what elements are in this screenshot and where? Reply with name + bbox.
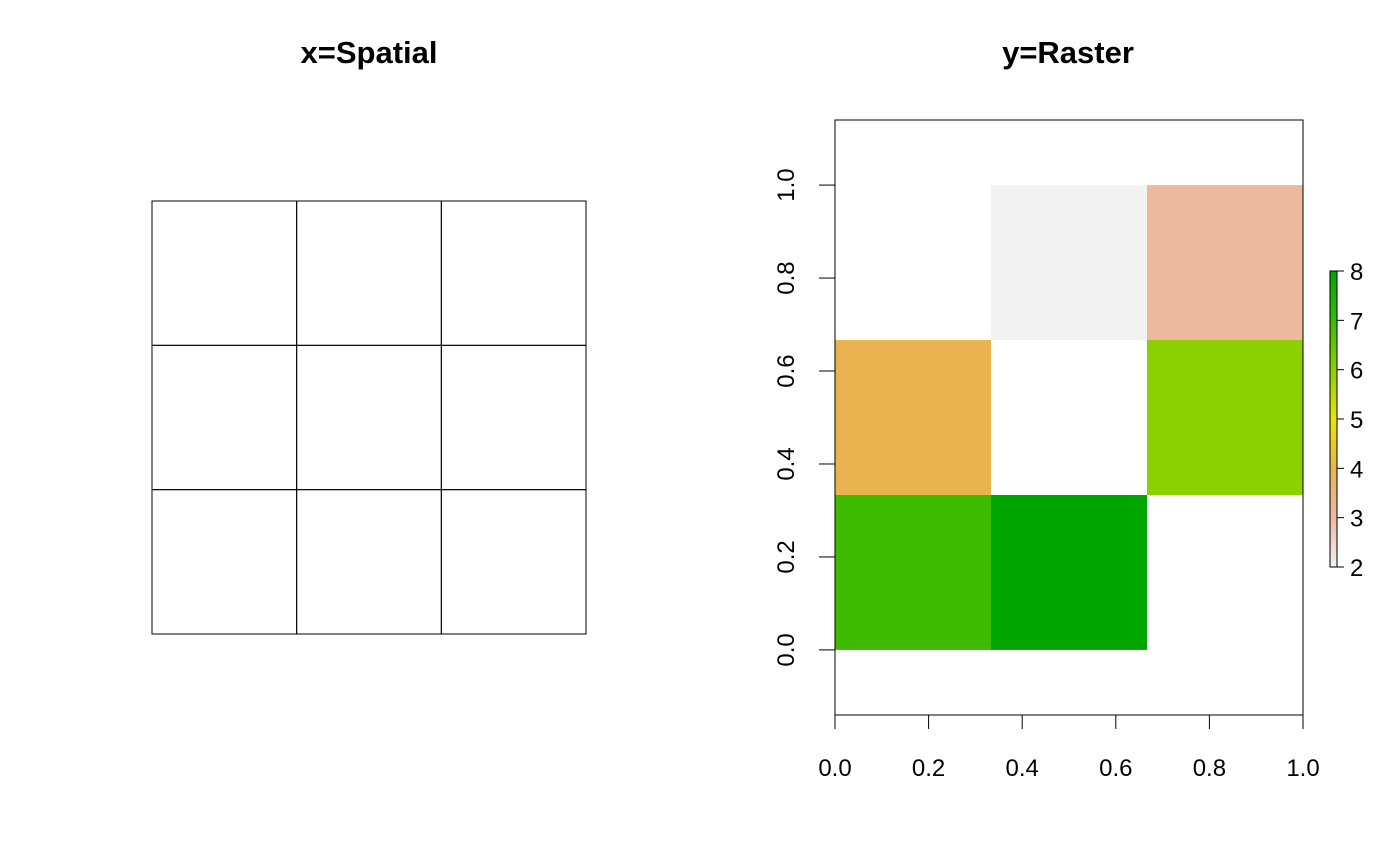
x-tick-label: 1.0 xyxy=(1286,755,1319,782)
raster-cell xyxy=(835,340,991,495)
spatial-cell xyxy=(440,200,587,346)
x-tick-label: 0.4 xyxy=(1006,755,1039,782)
legend-ticks: 2 3 4 5 6 7 8 xyxy=(1337,259,1363,582)
raster-cell xyxy=(1147,340,1303,495)
spatial-grid xyxy=(151,200,587,635)
x-tick-label: 0.8 xyxy=(1193,755,1226,782)
legend-tick-label: 8 xyxy=(1350,259,1363,286)
legend-tick-label: 3 xyxy=(1350,506,1363,533)
color-legend: 2 3 4 5 6 7 8 xyxy=(1329,259,1363,582)
y-tick-label: 0.6 xyxy=(773,354,800,387)
x-tick-label: 0.6 xyxy=(1099,755,1132,782)
y-tick-label: 0.8 xyxy=(773,261,800,294)
legend-tick-label: 2 xyxy=(1350,555,1363,582)
x-tick-label: 0.2 xyxy=(912,755,945,782)
y-tick-label: 0.0 xyxy=(773,633,800,666)
spatial-cell xyxy=(296,344,442,491)
y-tick-label: 0.4 xyxy=(773,447,800,480)
spatial-cell xyxy=(440,344,587,491)
raster-cell xyxy=(991,494,1147,650)
legend-tick-label: 5 xyxy=(1350,407,1363,434)
spatial-title: x=Spatial xyxy=(301,35,438,70)
raster-cell xyxy=(835,494,991,650)
y-axis: 0.0 0.2 0.4 0.6 0.8 1.0 xyxy=(773,168,836,667)
spatial-cell xyxy=(151,489,298,635)
raster-cells xyxy=(835,185,1303,650)
y-tick-label: 1.0 xyxy=(773,168,800,201)
raster-cell xyxy=(1147,185,1303,341)
legend-tick-label: 7 xyxy=(1350,308,1363,335)
spatial-cell xyxy=(440,489,587,635)
legend-tick-label: 4 xyxy=(1350,456,1363,483)
spatial-cell xyxy=(296,489,442,635)
spatial-cell xyxy=(151,344,298,491)
y-tick-label: 0.2 xyxy=(773,540,800,573)
raster-cell xyxy=(991,185,1147,341)
legend-colorbar xyxy=(1329,270,1338,568)
x-axis: 0.0 0.2 0.4 0.6 0.8 1.0 xyxy=(818,714,1320,782)
spatial-panel: x=Spatial xyxy=(151,35,587,635)
raster-panel: y=Raster 0.0 0.2 0.4 0.6 0.8 1.0 0.0 0.2 0.4 0.6… xyxy=(773,35,1363,782)
spatial-cell xyxy=(296,200,442,346)
legend-tick-label: 6 xyxy=(1350,358,1363,385)
x-tick-label: 0.0 xyxy=(818,755,851,782)
raster-title: y=Raster xyxy=(1002,35,1134,70)
spatial-cell xyxy=(151,200,298,346)
